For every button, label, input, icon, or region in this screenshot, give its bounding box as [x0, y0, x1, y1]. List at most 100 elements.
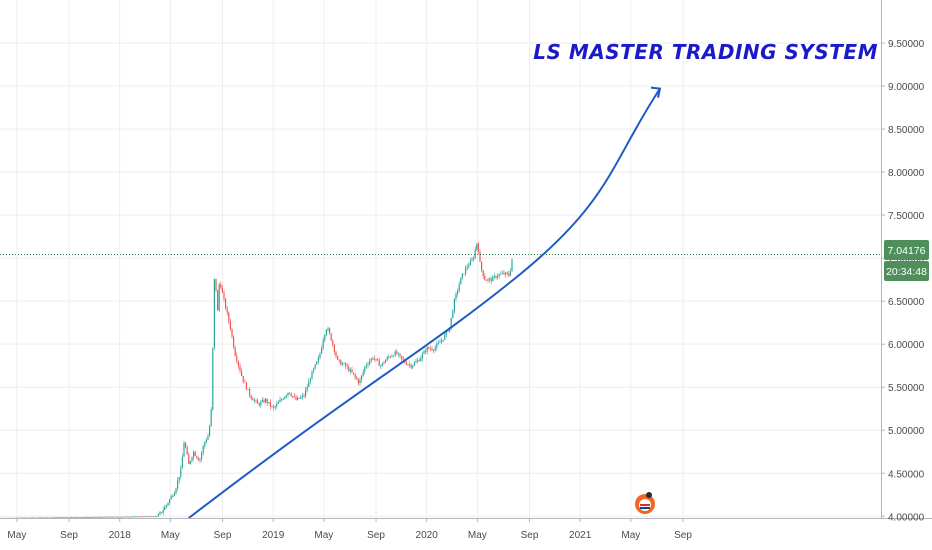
candle-body — [95, 516, 97, 518]
countdown-box — [884, 261, 929, 281]
candle-body — [301, 395, 303, 398]
candle-body — [162, 509, 164, 513]
candle-body — [393, 355, 395, 357]
candle-body — [385, 360, 387, 363]
growth-curve — [188, 88, 661, 519]
candle-body — [81, 517, 83, 519]
candle-body — [269, 402, 271, 407]
candle-body — [415, 361, 417, 363]
candle-body — [466, 266, 468, 268]
x-tick-label: Sep — [214, 530, 232, 541]
candle-body — [311, 371, 313, 380]
author-logo[interactable] — [635, 492, 655, 514]
candle-body — [173, 493, 175, 497]
candle-body — [412, 365, 414, 368]
candle-body — [132, 516, 134, 518]
candle-body — [161, 512, 163, 514]
candle-body — [154, 516, 156, 518]
candle-body — [407, 364, 409, 366]
candle-body — [330, 333, 332, 341]
price-candles — [0, 241, 513, 519]
time-axis[interactable]: May Sep 2018 May Sep 2019 May Sep 2020 May Sep 2021… — [7, 518, 692, 541]
candle-body — [409, 364, 411, 366]
candle-body — [329, 328, 331, 334]
candle-body — [111, 516, 113, 518]
candle-body — [477, 243, 479, 252]
candle-body — [484, 276, 486, 281]
x-tick-label: May — [621, 530, 640, 541]
x-tick-label: May — [468, 530, 487, 541]
candle-body — [277, 402, 279, 404]
candle-body — [234, 347, 236, 356]
candle-body — [348, 366, 350, 372]
candle-body — [295, 396, 297, 400]
candle-body — [45, 517, 47, 519]
candle-body — [276, 403, 278, 407]
candle-body — [337, 356, 339, 360]
candle-body — [359, 379, 361, 384]
candle-body — [319, 353, 321, 358]
candle-body — [250, 395, 252, 399]
candle-body — [281, 399, 283, 401]
candle-body — [258, 403, 260, 406]
candle-body — [314, 364, 316, 369]
x-tick-label: May — [7, 530, 26, 541]
candle-body — [493, 275, 495, 277]
candle-body — [84, 517, 86, 518]
candle-body — [58, 517, 60, 519]
candle-body — [305, 390, 307, 397]
last-price-box — [884, 240, 929, 260]
candle-body — [228, 312, 230, 322]
candle-body — [181, 456, 183, 469]
candle-body — [284, 396, 286, 399]
x-tick-label: Sep — [367, 530, 385, 541]
candle-body — [127, 516, 129, 518]
candle-body — [221, 287, 223, 293]
candle-body — [433, 349, 435, 351]
curve-arrowhead — [650, 86, 662, 98]
candle-body — [193, 451, 195, 458]
candle-body — [74, 517, 76, 518]
candle-body — [137, 516, 139, 518]
candle-body — [417, 360, 419, 362]
candle-body — [461, 273, 463, 278]
candle-body — [170, 496, 172, 500]
y-tick-label: 4.00000 — [888, 512, 925, 523]
candle-body — [482, 270, 484, 277]
candle-body — [201, 452, 203, 459]
candle-body — [236, 355, 238, 362]
candle-body — [509, 271, 511, 276]
candle-body — [437, 342, 439, 345]
candle-body — [349, 369, 351, 372]
candle-body — [490, 278, 492, 282]
candle-body — [343, 363, 345, 365]
x-tick-label: Sep — [60, 530, 78, 541]
candle-body — [439, 342, 441, 343]
candle-body — [135, 516, 137, 518]
candle-body — [189, 461, 191, 464]
candle-body — [255, 400, 257, 402]
candle-body — [365, 365, 367, 367]
candle-body — [172, 496, 174, 497]
candle-body — [303, 395, 305, 397]
candle-body — [354, 374, 356, 378]
candle-body — [444, 334, 446, 340]
candle-body — [143, 516, 145, 518]
candle-body — [215, 278, 217, 291]
candle-body — [202, 445, 204, 453]
candle-body — [388, 356, 390, 358]
candle-body — [41, 517, 43, 519]
candle-body — [500, 273, 502, 275]
candle-body — [471, 259, 473, 261]
candle-body — [105, 516, 107, 518]
candle-body — [92, 516, 94, 518]
candle-body — [468, 265, 470, 267]
candle-body — [362, 371, 364, 376]
candle-body — [122, 516, 124, 518]
candle-body — [121, 516, 123, 518]
candle-body — [141, 516, 143, 518]
candle-body — [151, 516, 153, 518]
candle-body — [242, 375, 244, 382]
candle-body — [333, 344, 335, 352]
candle-body — [338, 359, 340, 361]
